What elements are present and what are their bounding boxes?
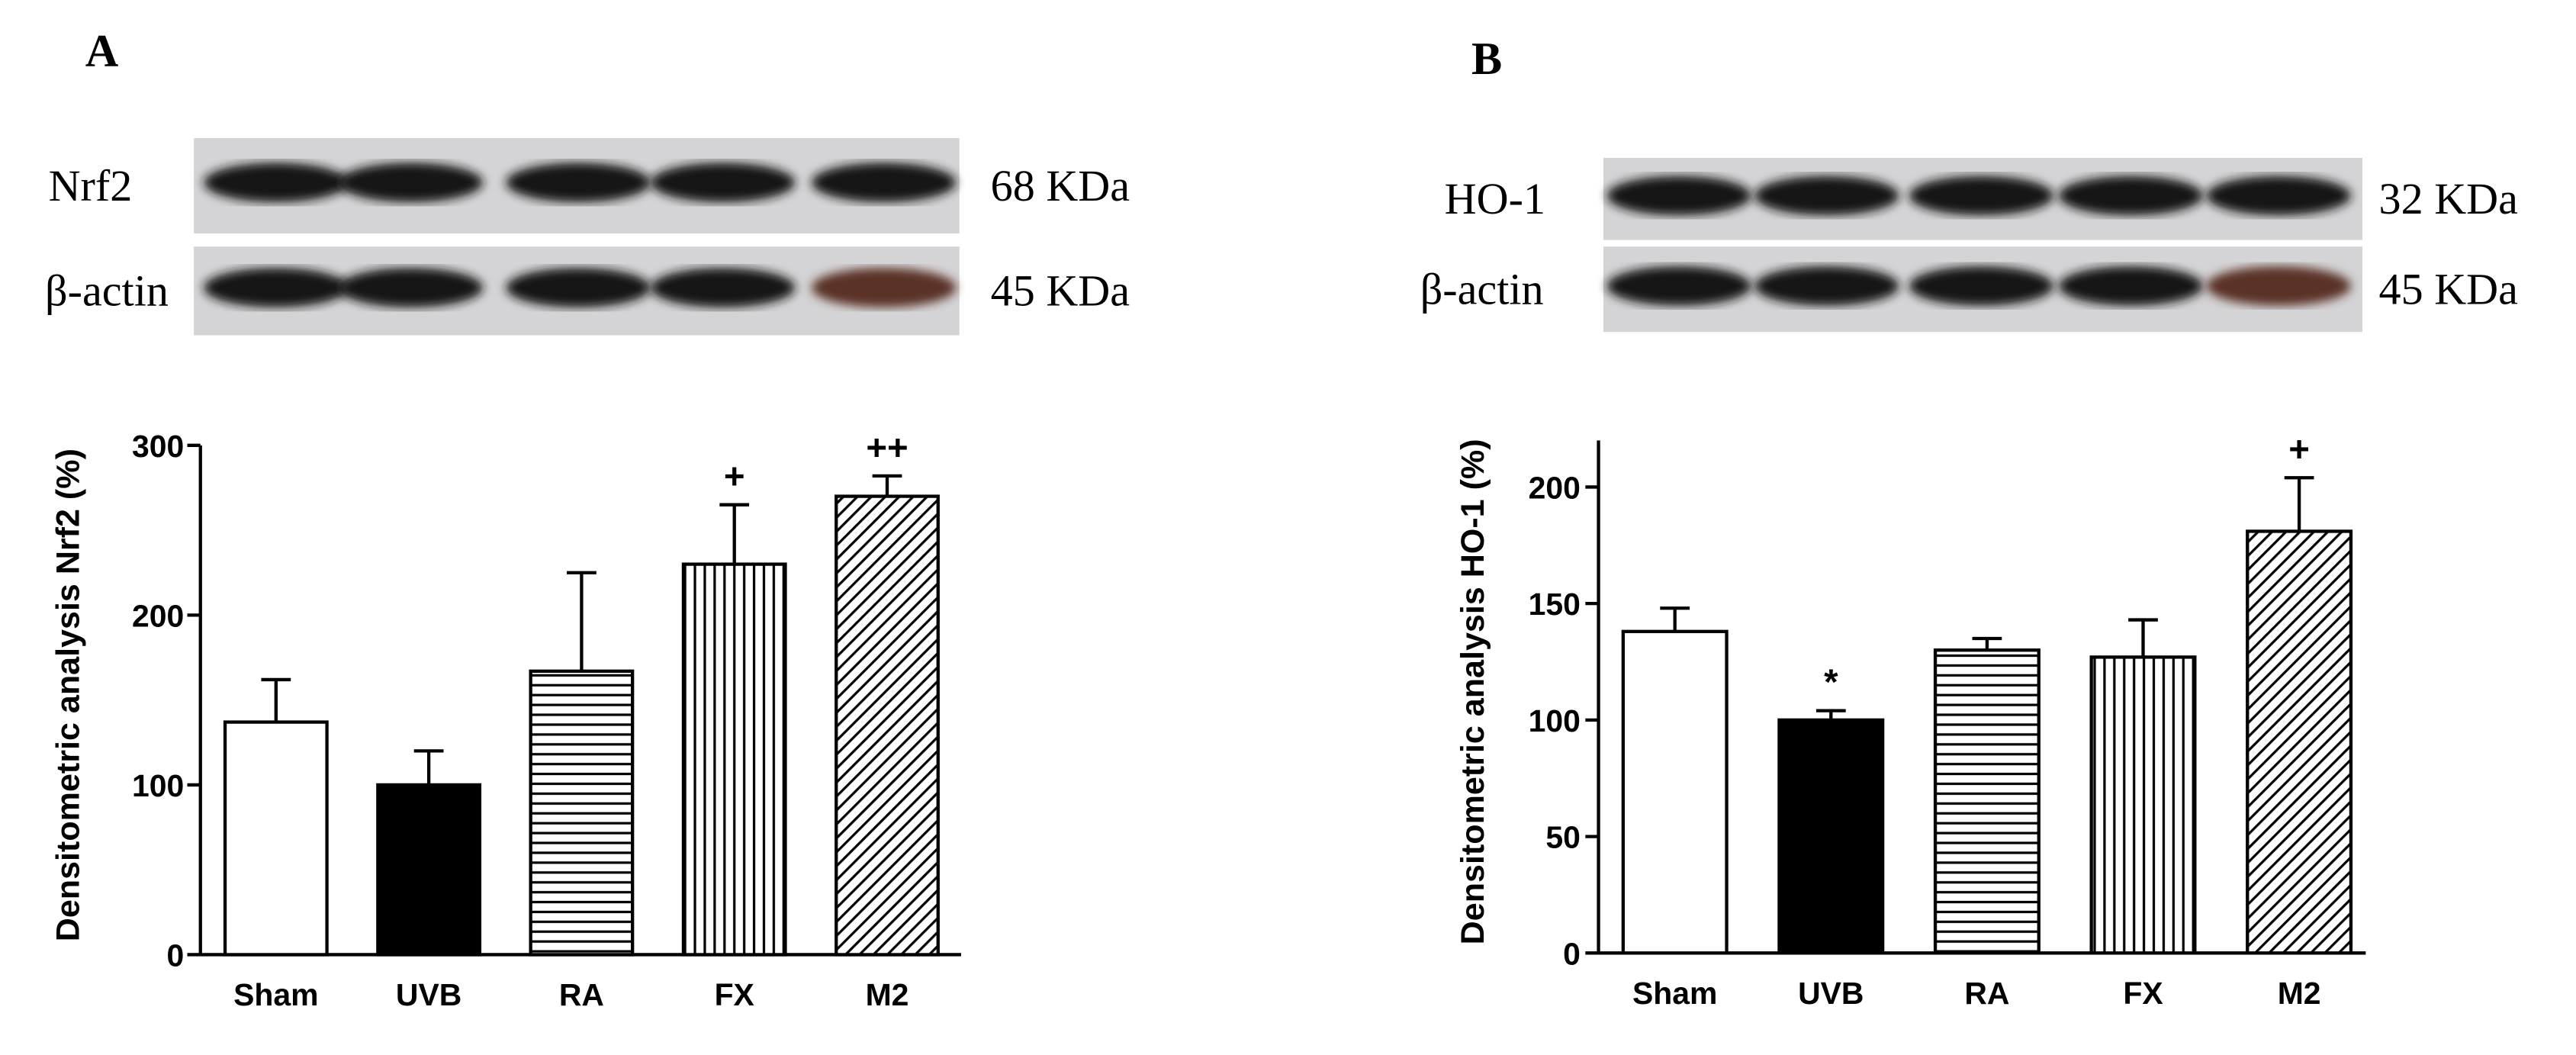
bar [835, 494, 940, 957]
blot-size: 45 KDa [2379, 265, 2518, 314]
panel-letter: A [85, 25, 119, 76]
bar [376, 783, 482, 957]
x-tick-label: Sham [233, 977, 318, 1012]
blot-band [506, 162, 651, 203]
x-tick-label: FX [2123, 976, 2163, 1011]
bar [2089, 655, 2197, 955]
blot-band [1754, 175, 1899, 216]
blot-band [1606, 266, 1751, 306]
x-tick-label: RA [559, 977, 604, 1012]
blot-band [338, 162, 484, 203]
y-tick-label: 100 [1529, 703, 1581, 738]
bar [1933, 648, 2041, 955]
blot-band [338, 268, 484, 307]
y-tick-label: 100 [132, 768, 184, 803]
x-tick-label: FX [715, 977, 754, 1012]
panel-letter: B [1471, 34, 1502, 85]
significance-mark: ++ [866, 427, 908, 468]
bar [1621, 629, 1729, 955]
blot-band [204, 268, 349, 307]
y-tick-label: 200 [132, 598, 184, 633]
blot-band [1754, 266, 1899, 306]
blot-band [1909, 266, 2054, 306]
bar [2246, 529, 2353, 955]
y-tick-label: 50 [1545, 820, 1581, 855]
blot-label: β-actin [1420, 265, 1544, 314]
blot-size: 68 KDa [991, 161, 1130, 211]
blot-label: Nrf2 [49, 161, 133, 211]
blot-size: 32 KDa [2379, 174, 2518, 224]
blot-label: HO-1 [1445, 174, 1545, 224]
y-tick-label: 0 [166, 938, 184, 973]
blot-label: β-actin [45, 266, 169, 316]
blot-band [811, 162, 957, 203]
bar [681, 562, 787, 957]
blot-band [1606, 175, 1751, 216]
blot-band [650, 162, 796, 203]
significance-mark: + [724, 456, 745, 497]
y-axis-title: Densitometric analysis Nrf2 (%) [50, 449, 86, 941]
blot-band [1909, 175, 2054, 216]
blot-band [2058, 175, 2204, 216]
blot-band [811, 268, 957, 307]
y-tick-label: 150 [1529, 587, 1581, 622]
blot-band [2206, 175, 2351, 216]
blot-size: 45 KDa [991, 266, 1130, 316]
x-tick-label: Sham [1632, 976, 1717, 1011]
blot-band [204, 162, 349, 203]
bar [529, 669, 635, 957]
blot-band [650, 268, 796, 307]
x-tick-label: UVB [396, 977, 461, 1012]
x-tick-label: M2 [866, 977, 909, 1012]
blot-band [506, 268, 651, 307]
y-tick-label: 200 [1529, 471, 1581, 506]
bar [1777, 718, 1885, 955]
x-tick-label: UVB [1798, 976, 1864, 1011]
x-tick-label: M2 [2278, 976, 2321, 1011]
blot-band [2206, 266, 2351, 306]
x-tick-label: RA [1964, 976, 2009, 1011]
significance-mark: + [2288, 429, 2310, 470]
significance-mark: * [1824, 662, 1838, 703]
bar [223, 720, 329, 957]
y-axis-title: Densitometric analysis HO-1 (%) [1455, 439, 1491, 944]
y-tick-label: 0 [1563, 936, 1581, 971]
blot-band [2058, 266, 2204, 306]
y-tick-label: 300 [132, 429, 184, 464]
